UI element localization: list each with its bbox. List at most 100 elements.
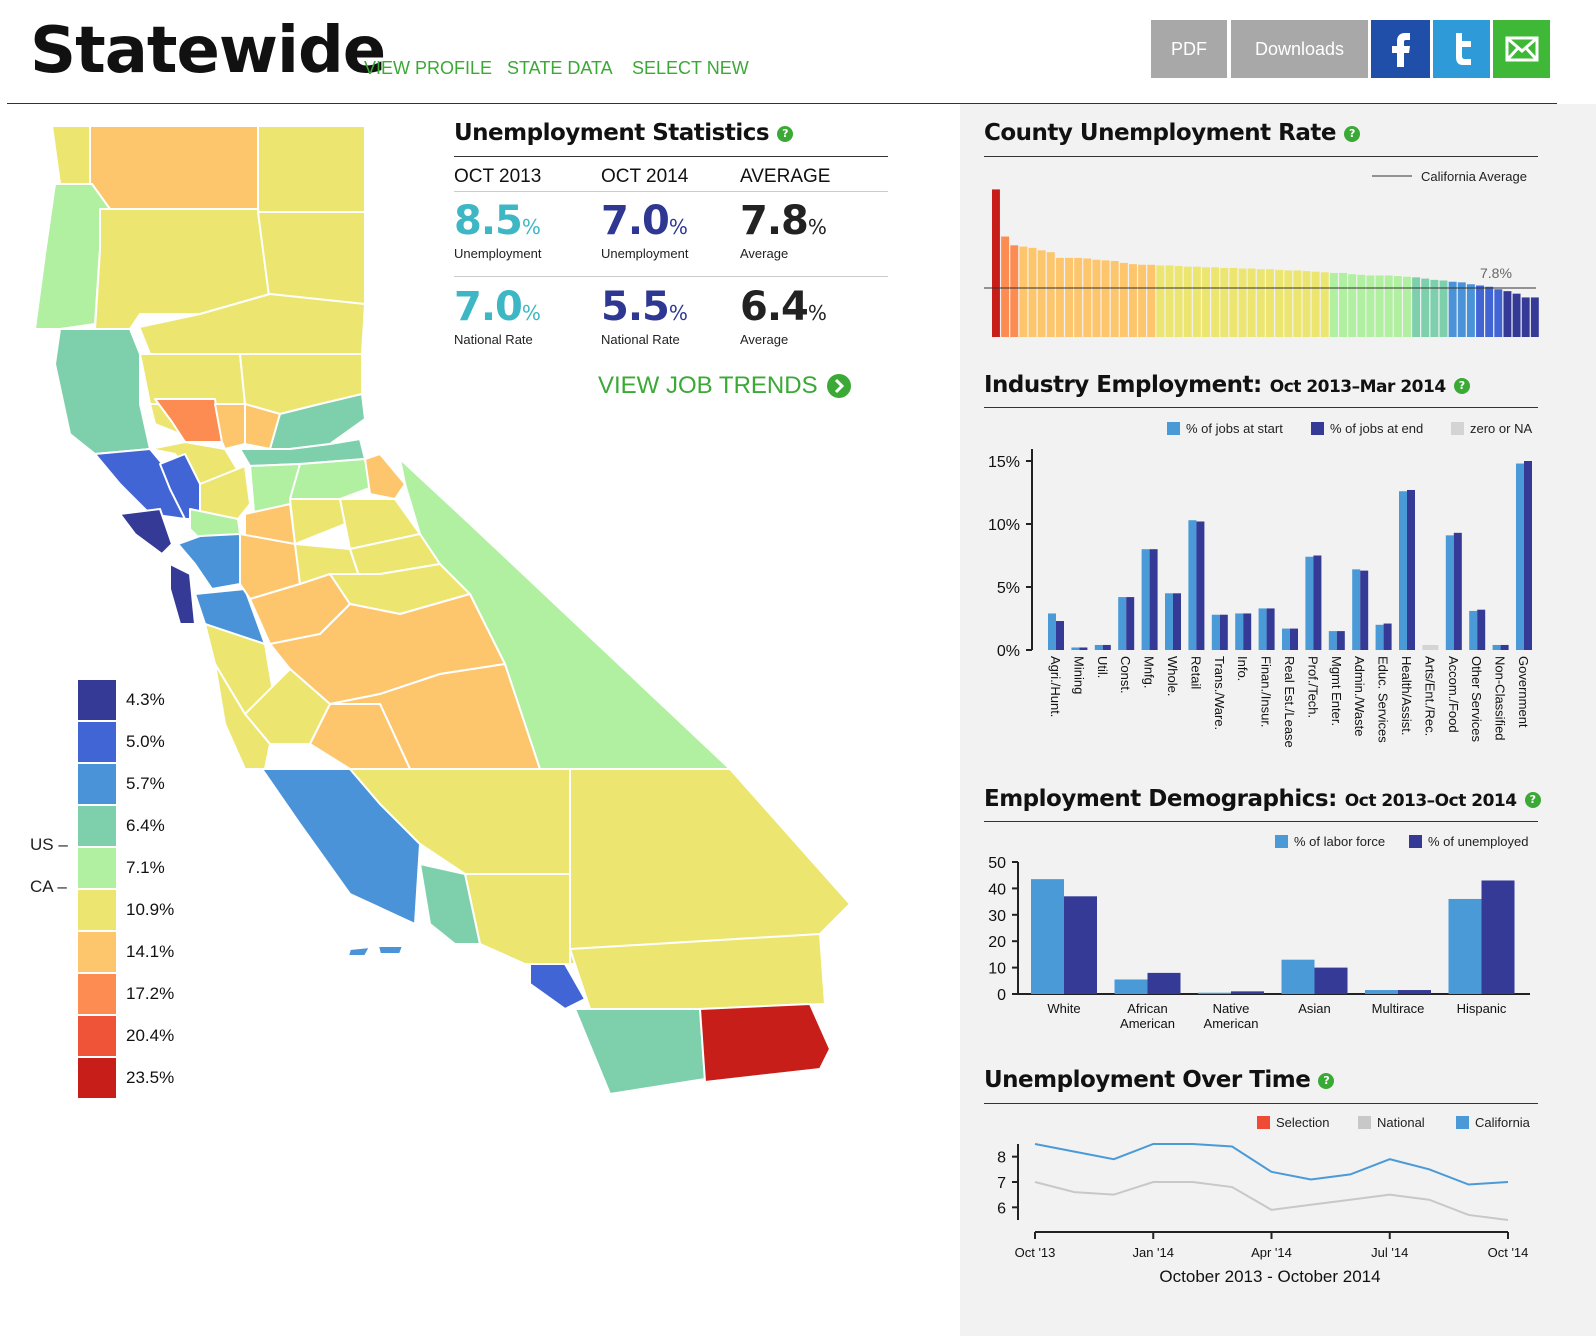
industry-bar-end[interactable] <box>1149 549 1158 650</box>
industry-bar-start[interactable] <box>1469 610 1478 650</box>
county-bar[interactable] <box>1512 293 1521 337</box>
county-bar[interactable] <box>1293 270 1302 337</box>
industry-bar-start[interactable] <box>1094 644 1103 650</box>
county-bar[interactable] <box>1147 264 1156 337</box>
county-bar[interactable] <box>1247 268 1256 337</box>
industry-bar-start[interactable] <box>1188 520 1197 650</box>
demographic-bar-labor[interactable] <box>1031 879 1064 994</box>
industry-bar-end[interactable] <box>1102 644 1111 650</box>
industry-bar-end[interactable] <box>1524 461 1532 650</box>
county-bar[interactable] <box>1101 260 1110 337</box>
county-region[interactable] <box>257 211 366 305</box>
industry-bar-end[interactable] <box>1266 608 1275 650</box>
industry-bar-end[interactable] <box>1243 613 1252 650</box>
county-bar[interactable] <box>1174 266 1183 337</box>
county-bar[interactable] <box>1320 272 1329 337</box>
industry-bar-end[interactable] <box>1219 614 1228 650</box>
industry-bar-start[interactable] <box>1141 549 1150 650</box>
series-line-national[interactable] <box>1034 1181 1509 1221</box>
county-bar[interactable] <box>1092 259 1101 337</box>
industry-bar-start[interactable] <box>1211 614 1220 650</box>
overtime-line-chart[interactable]: Selection National California 6 7 8 Oct '13… <box>970 1108 1550 1298</box>
county-bar[interactable] <box>1521 297 1530 337</box>
industry-bar-end[interactable] <box>1360 570 1369 650</box>
county-region[interactable] <box>289 458 381 500</box>
industry-bar-start[interactable] <box>1305 556 1314 650</box>
county-bar[interactable] <box>1065 257 1073 337</box>
county-bar[interactable] <box>1001 236 1010 337</box>
county-bar[interactable] <box>1311 271 1320 337</box>
county-region[interactable] <box>574 1008 706 1095</box>
county-bar[interactable] <box>1348 274 1357 337</box>
county-region[interactable] <box>119 508 173 555</box>
state-data-link[interactable]: STATE DATA <box>507 58 613 78</box>
industry-bar-end[interactable] <box>1313 555 1322 651</box>
county-region[interactable] <box>214 403 246 450</box>
county-bar[interactable] <box>1028 247 1037 337</box>
demographic-bar-labor[interactable] <box>1281 959 1315 994</box>
county-bar[interactable] <box>1010 245 1019 337</box>
industry-bar-end[interactable] <box>1383 623 1392 650</box>
industry-bar-chart[interactable]: % of jobs at start % of jobs at end zero… <box>970 415 1550 760</box>
help-icon[interactable]: ? <box>1343 125 1360 142</box>
county-region[interactable] <box>347 946 371 957</box>
county-bar[interactable] <box>1074 257 1083 337</box>
county-bar[interactable] <box>1229 267 1238 337</box>
county-bar-chart[interactable]: California Average 7.8% <box>984 160 1544 345</box>
demographic-bar-unemployed[interactable] <box>1064 896 1097 994</box>
industry-bar-start[interactable] <box>1235 613 1244 650</box>
help-icon[interactable]: ? <box>777 125 794 142</box>
county-region[interactable] <box>309 703 411 770</box>
industry-bar-start[interactable] <box>1492 644 1501 650</box>
industry-bar-end[interactable] <box>1290 628 1298 650</box>
demographic-bar-labor[interactable] <box>1365 990 1398 994</box>
industry-bar-start[interactable] <box>1048 613 1056 650</box>
demographic-bar-labor[interactable] <box>1198 992 1231 994</box>
county-bar[interactable] <box>1110 261 1119 337</box>
county-region[interactable] <box>154 398 223 443</box>
county-bar[interactable] <box>1485 286 1494 337</box>
county-region[interactable] <box>419 863 481 945</box>
industry-bar-start[interactable] <box>1258 608 1267 650</box>
demographic-bar-unemployed[interactable] <box>1314 967 1348 994</box>
county-bar[interactable] <box>1019 246 1028 337</box>
county-region[interactable] <box>699 1003 831 1083</box>
california-county-map[interactable] <box>0 104 960 1104</box>
county-region[interactable] <box>289 498 346 545</box>
county-region[interactable] <box>364 453 406 500</box>
county-bar[interactable] <box>1430 279 1439 337</box>
industry-bar-end[interactable] <box>1430 644 1439 650</box>
county-bar[interactable] <box>1275 269 1284 337</box>
county-bar[interactable] <box>1302 271 1311 337</box>
county-bar[interactable] <box>1503 291 1512 337</box>
county-bar[interactable] <box>1384 275 1393 337</box>
county-region[interactable] <box>169 563 196 625</box>
industry-bar-end[interactable] <box>1336 631 1345 650</box>
county-bar[interactable] <box>1238 268 1247 337</box>
help-icon[interactable]: ? <box>1524 791 1541 808</box>
demographic-bar-unemployed[interactable] <box>1398 990 1431 994</box>
industry-bar-start[interactable] <box>1328 631 1337 650</box>
county-bar[interactable] <box>1211 267 1220 337</box>
county-bar[interactable] <box>1366 275 1375 337</box>
county-region[interactable] <box>89 125 259 210</box>
county-region[interactable] <box>51 125 91 185</box>
view-job-trends-link[interactable]: VIEW JOB TRENDS <box>598 372 852 400</box>
county-bar[interactable] <box>1202 267 1210 337</box>
county-bar[interactable] <box>1375 275 1384 337</box>
county-bar[interactable] <box>1476 285 1484 337</box>
county-region[interactable] <box>529 963 586 1010</box>
county-bar[interactable] <box>1083 258 1092 338</box>
county-bar[interactable] <box>992 189 1000 337</box>
series-line-california[interactable] <box>1034 1143 1509 1186</box>
industry-bar-end[interactable] <box>1173 593 1181 650</box>
county-bar[interactable] <box>1466 284 1475 337</box>
industry-bar-end[interactable] <box>1126 597 1135 650</box>
county-region[interactable] <box>139 353 246 405</box>
county-bar[interactable] <box>1439 280 1448 337</box>
county-bar[interactable] <box>1256 269 1265 337</box>
industry-bar-start[interactable] <box>1071 647 1080 650</box>
industry-bar-end[interactable] <box>1079 647 1088 650</box>
county-bar[interactable] <box>1457 282 1466 337</box>
county-bar[interactable] <box>1339 272 1347 337</box>
